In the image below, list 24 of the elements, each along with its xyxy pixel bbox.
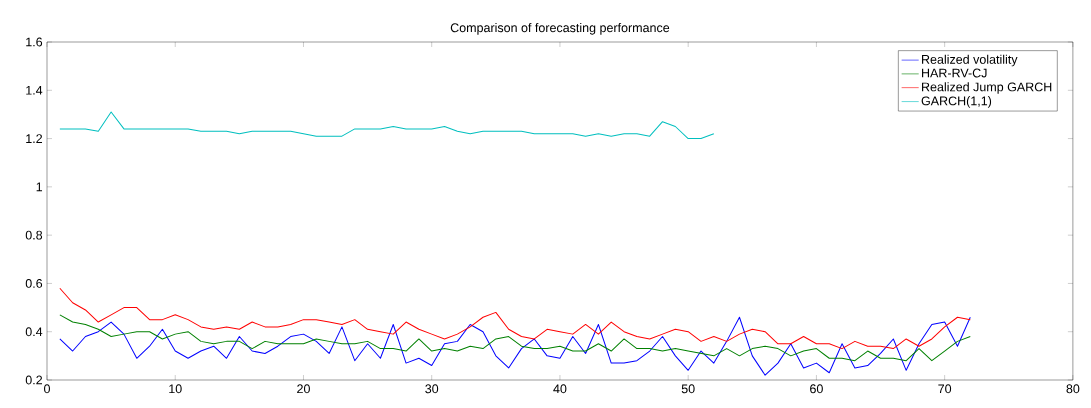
x-tick-label: 20 (297, 384, 310, 394)
y-tick-label: 1 (36, 182, 43, 192)
chart-title: Comparison of forecasting performance (450, 22, 670, 35)
x-tick-label: 40 (553, 384, 567, 394)
y-tick-label: 0.4 (25, 327, 43, 337)
y-tick-label: 0.2 (25, 375, 43, 385)
y-tick-label: 1.2 (26, 134, 43, 143)
legend-label: GARCH(1,1) (921, 96, 992, 108)
x-tick-label: 50 (681, 384, 695, 394)
x-tick-label: 70 (938, 384, 952, 394)
x-tick-label: 60 (810, 384, 823, 394)
y-tick-label: 0.6 (25, 279, 43, 288)
y-tick-label: 1.4 (26, 85, 43, 95)
line-series (59, 316, 971, 376)
legend-label: Realized Jump GARCH (922, 82, 1052, 94)
line-series (59, 287, 971, 350)
x-tick-label: 10 (169, 384, 182, 394)
x-tick-label: 80 (1066, 384, 1080, 394)
legend-label: HAR-RV-CJ (922, 68, 987, 78)
x-tick-label: 0 (44, 384, 50, 394)
y-tick-label: 0.8 (25, 230, 43, 240)
y-tick-label: 1.6 (26, 37, 43, 47)
legend-label: Realized volatility (922, 54, 1018, 67)
x-tick-label: 30 (425, 384, 439, 394)
